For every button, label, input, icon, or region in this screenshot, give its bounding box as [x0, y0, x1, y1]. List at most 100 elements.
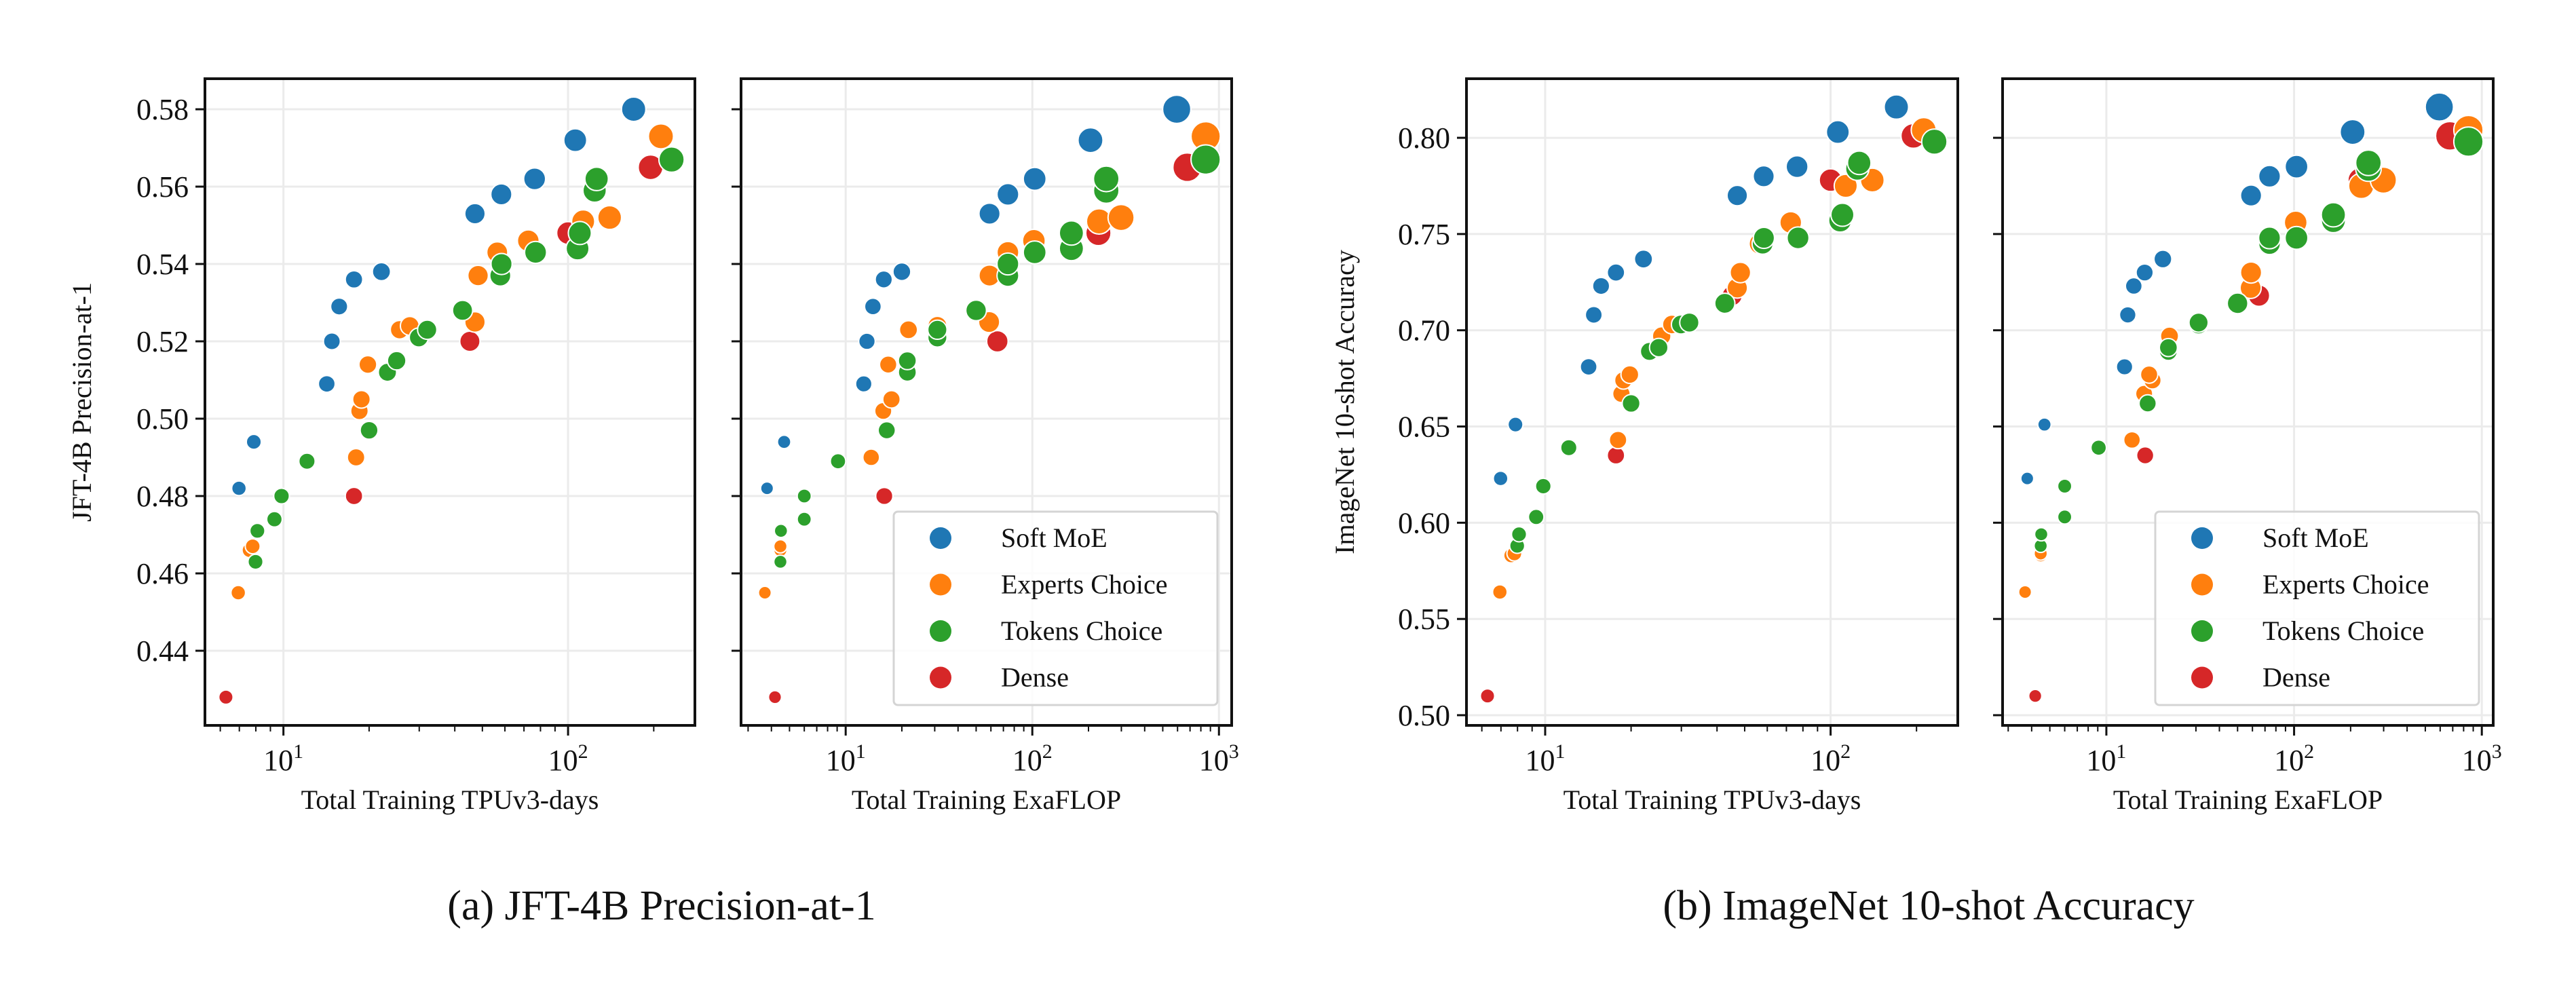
data-point	[490, 183, 513, 206]
data-point	[245, 434, 263, 451]
data-point	[596, 205, 622, 231]
data-point	[2140, 365, 2159, 384]
data-point	[978, 202, 1001, 225]
data-point	[2119, 305, 2137, 324]
data-point	[524, 240, 548, 265]
series-dense	[1479, 122, 1927, 704]
y-tick-label: 0.44	[136, 634, 189, 668]
data-point	[898, 320, 919, 340]
legend-marker-soft-moe	[930, 527, 951, 549]
data-point	[1726, 185, 1749, 207]
data-point	[2028, 688, 2043, 704]
data-point	[1846, 150, 1872, 176]
data-point	[768, 689, 782, 705]
data-point	[451, 299, 474, 322]
data-point	[1022, 166, 1047, 191]
legend-marker-tokens-choice	[2191, 620, 2213, 642]
data-point	[1479, 688, 1496, 704]
data-point	[467, 264, 489, 287]
data-point	[1825, 119, 1851, 145]
data-point	[996, 252, 1020, 276]
data-point	[2452, 126, 2484, 157]
axes-frame	[740, 77, 1233, 727]
data-point	[1713, 292, 1736, 314]
data-point	[1883, 94, 1910, 120]
data-point	[346, 448, 366, 467]
data-point	[1621, 394, 1641, 413]
legend-marker-soft-moe	[2191, 527, 2213, 549]
data-point	[244, 538, 261, 555]
data-point	[773, 539, 788, 554]
data-point	[266, 510, 283, 528]
data-point	[1585, 305, 1604, 324]
chart-panel-4: 101 102 103 Total Training ExaFLOP Soft MoE E…	[1993, 77, 2502, 815]
legend-label: Tokens Choice	[2262, 615, 2424, 646]
x-axis-label: Total Training TPUv3-days	[301, 784, 599, 815]
data-point	[2355, 149, 2383, 176]
legend-marker-dense	[930, 666, 951, 689]
data-point	[2227, 292, 2249, 315]
data-point	[249, 522, 266, 539]
x-axis-label: Total Training ExaFLOP	[852, 784, 1121, 815]
legend-label: Experts Choice	[1001, 569, 1168, 600]
data-point	[330, 297, 349, 316]
data-point	[1785, 155, 1809, 178]
data-point	[985, 330, 1009, 353]
data-point	[2125, 277, 2143, 295]
y-tick-label: 0.70	[1398, 314, 1450, 347]
data-point	[1093, 165, 1120, 193]
x-tick-label: 101	[1525, 740, 1565, 777]
y-tick-label: 0.80	[1398, 121, 1450, 155]
series-soft-moe	[231, 96, 647, 497]
legend-box	[892, 510, 1219, 706]
x-tick-label: 102	[1811, 740, 1851, 777]
x-axis-label: Total Training ExaFLOP	[2113, 784, 2383, 815]
data-point	[773, 554, 788, 569]
legend-marker-experts-choice	[930, 573, 951, 596]
points-layer	[218, 96, 685, 705]
data-point	[882, 390, 901, 409]
data-point	[1752, 226, 1775, 250]
axes-frame	[2001, 77, 2495, 727]
data-point	[2123, 431, 2142, 449]
data-point	[2284, 154, 2309, 179]
data-point	[862, 448, 881, 467]
chart-panel-2: 101 102 103 Total Training ExaFLOP Soft MoE E…	[732, 77, 1239, 815]
x-tick-label: 102	[548, 740, 588, 777]
data-point	[965, 299, 987, 322]
data-point	[567, 221, 592, 246]
data-point	[829, 453, 847, 470]
data-point	[1492, 584, 1509, 601]
data-point	[1162, 94, 1192, 124]
points-layer	[1479, 94, 1948, 704]
x-axis-label: Total Training TPUv3-days	[1564, 784, 1861, 815]
data-point	[796, 511, 812, 527]
data-point	[1729, 261, 1751, 284]
data-point	[776, 434, 792, 450]
series-tokens-choice	[247, 146, 685, 570]
legend-label: Dense	[2262, 662, 2330, 693]
data-point	[298, 452, 316, 470]
series-tokens-choice	[1509, 128, 1948, 554]
data-point	[2188, 312, 2209, 333]
data-point	[2239, 184, 2262, 207]
y-tick-label: 0.50	[1398, 699, 1450, 732]
data-point	[523, 167, 546, 191]
y-tick-label: 0.75	[1398, 218, 1450, 251]
axes-frame	[1465, 77, 1959, 727]
data-point	[218, 689, 234, 705]
data-point	[1633, 249, 1654, 269]
series-dense	[218, 154, 664, 705]
data-point	[2090, 439, 2107, 457]
legend-label: Experts Choice	[2262, 569, 2429, 600]
data-point	[875, 487, 894, 506]
y-tick-label: 0.52	[136, 325, 189, 358]
series-soft-moe	[759, 94, 1192, 496]
y-axis-label: JFT-4B Precision-at-1	[67, 282, 97, 522]
data-point	[1579, 358, 1598, 376]
data-point	[1620, 364, 1640, 385]
data-point	[858, 332, 876, 351]
data-point	[774, 523, 789, 539]
chart-panel-3: 0.50 0.55 0.60 0.65 0.70 0.75 0.80 101 102 Total …	[1329, 77, 1959, 815]
